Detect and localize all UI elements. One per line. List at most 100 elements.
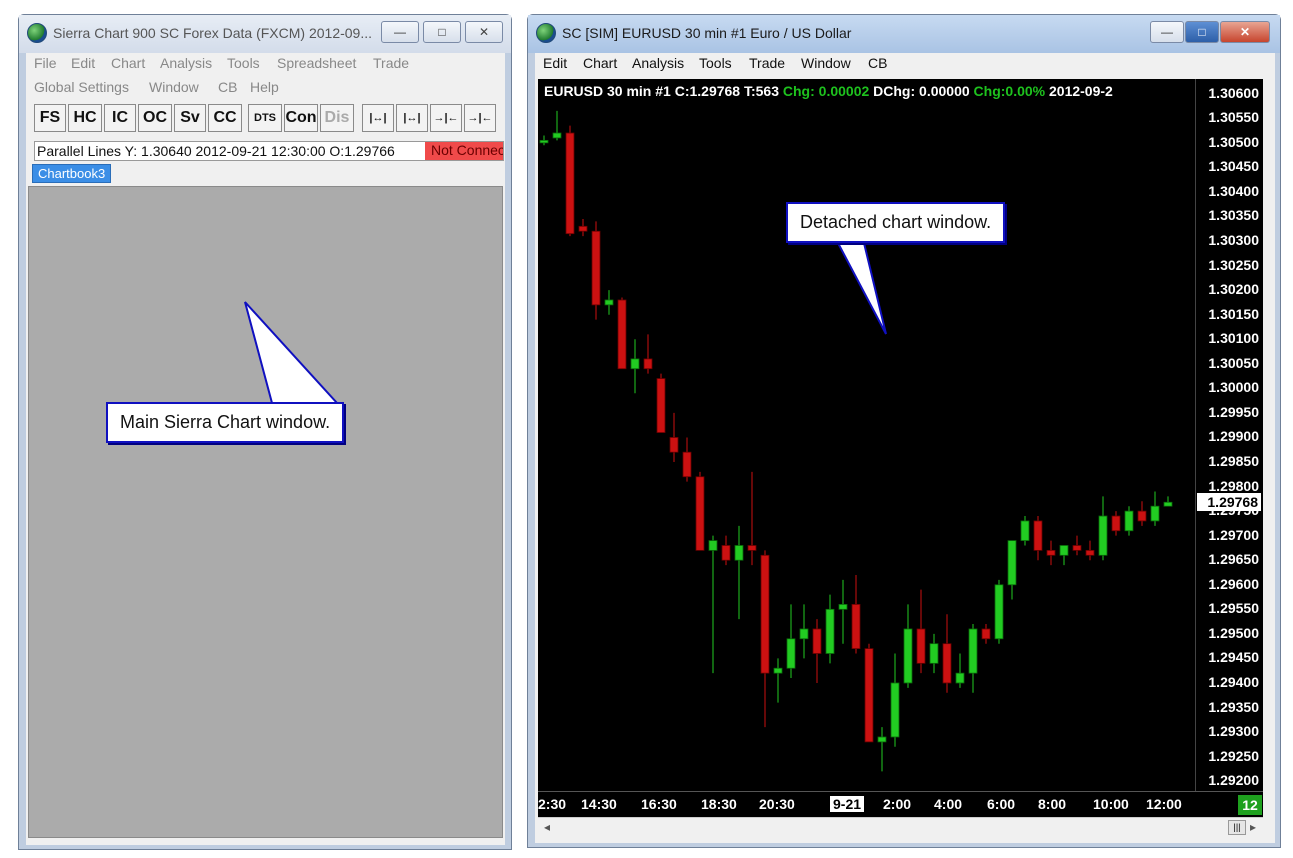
menu-cb[interactable]: CB xyxy=(218,79,238,95)
candle xyxy=(968,624,978,693)
candle xyxy=(604,290,614,315)
toolbar-hc-button[interactable]: HC xyxy=(68,104,102,132)
chart-menu-edit[interactable]: Edit xyxy=(543,55,568,71)
main-titlebar[interactable]: Sierra Chart 900 SC Forex Data (FXCM) 20… xyxy=(19,15,511,53)
candle xyxy=(1033,516,1043,561)
toolbar-spacing-4-button[interactable]: →|← xyxy=(464,104,496,132)
chart-menu-tools[interactable]: Tools xyxy=(699,55,732,71)
app-globe-icon xyxy=(27,23,47,43)
price-tick-label: 1.29400 xyxy=(1208,673,1259,690)
toolbar-dis-button[interactable]: Dis xyxy=(320,104,354,132)
price-scale[interactable]: 1.30600 1.30550 1.30500 1.30450 1.30400 1.303… xyxy=(1195,79,1263,791)
candle xyxy=(1072,535,1082,556)
price-tick-label: 1.30350 xyxy=(1208,207,1259,224)
price-tick-label: 1.29650 xyxy=(1208,551,1259,568)
candle xyxy=(851,574,861,654)
chart-maximize-button[interactable]: □ xyxy=(1185,21,1219,43)
price-tick-label: 1.29700 xyxy=(1208,526,1259,543)
toolbar-cc-button[interactable]: CC xyxy=(208,104,242,132)
toolbar-sv-button[interactable]: Sv xyxy=(174,104,206,132)
price-tick-label: 1.29950 xyxy=(1208,403,1259,420)
toolbar-oc-button[interactable]: OC xyxy=(138,104,172,132)
time-scale[interactable]: 2:30 14:30 16:30 18:30 20:30 9-21 2:00 4:00 6:00… xyxy=(538,791,1263,817)
menu-global-settings[interactable]: Global Settings xyxy=(34,79,129,95)
price-tick-label: 1.30450 xyxy=(1208,158,1259,175)
menu-file[interactable]: File xyxy=(34,55,57,71)
minimize-button[interactable]: — xyxy=(381,21,419,43)
candle xyxy=(565,125,575,237)
candle xyxy=(1098,496,1108,561)
toolbar-dts-button[interactable]: DTS xyxy=(248,104,282,132)
chart-menu-analysis[interactable]: Analysis xyxy=(632,55,685,71)
candle xyxy=(708,535,718,674)
toolbar-ic-button[interactable]: IC xyxy=(104,104,136,132)
chart-menu-chart[interactable]: Chart xyxy=(583,55,618,71)
menu-edit[interactable]: Edit xyxy=(71,55,96,71)
chart-header-dchg: DChg: 0.00000 xyxy=(869,83,974,99)
candle xyxy=(812,619,822,683)
price-tick-label: 1.29450 xyxy=(1208,649,1259,666)
time-tick-label: 8:00 xyxy=(1038,796,1067,812)
menu-spreadsheet[interactable]: Spreadsheet xyxy=(277,55,357,71)
price-tick-label: 1.29350 xyxy=(1208,698,1259,715)
tab-chartbook3[interactable]: Chartbook3 xyxy=(32,164,112,183)
candle xyxy=(877,727,887,772)
price-tick-label: 1.29500 xyxy=(1208,624,1259,641)
bar-countdown-badge: 12 xyxy=(1238,795,1262,815)
candle xyxy=(1111,511,1121,536)
candle xyxy=(1046,540,1056,566)
chart-menu-cb[interactable]: CB xyxy=(868,55,888,71)
candle xyxy=(1020,516,1030,546)
chart-menu-trade[interactable]: Trade xyxy=(749,55,786,71)
toolbar-spacing-1-button[interactable]: |↔| xyxy=(362,104,394,132)
mdi-workspace xyxy=(28,186,503,838)
price-tick-label: 1.30150 xyxy=(1208,305,1259,322)
candle xyxy=(630,339,640,394)
horizontal-scrollbar[interactable]: ◂ ||| ▸ xyxy=(538,817,1263,837)
time-tick-label: 9-21 xyxy=(830,796,865,812)
scroll-left-arrow-icon[interactable]: ◂ xyxy=(544,820,551,834)
candle xyxy=(890,653,900,747)
toolbar-spacing-3-button[interactable]: →|← xyxy=(430,104,462,132)
main-toolbar: FS HC IC OC Sv CC DTS Con Dis |↔| |↔| →|… xyxy=(34,104,504,134)
toolbar-con-button[interactable]: Con xyxy=(284,104,318,132)
main-window-title: Sierra Chart 900 SC Forex Data (FXCM) 20… xyxy=(53,25,373,41)
chart-minimize-button[interactable]: — xyxy=(1150,21,1184,43)
chart-header-main: EURUSD 30 min #1 C:1.29768 T:563 xyxy=(544,83,783,99)
candle xyxy=(955,653,965,688)
price-tick-label: 1.30400 xyxy=(1208,182,1259,199)
time-tick-label: 16:30 xyxy=(641,796,677,812)
status-text: Parallel Lines Y: 1.30640 2012-09-21 12:… xyxy=(37,143,395,159)
chart-globe-icon xyxy=(536,23,556,43)
chart-header-chg: Chg: 0.00002 xyxy=(782,83,870,99)
menu-help[interactable]: Help xyxy=(250,79,279,95)
scroll-right-arrow-icon[interactable]: ▸ xyxy=(1250,820,1257,834)
menu-analysis[interactable]: Analysis xyxy=(160,55,213,71)
price-tick-label: 1.29900 xyxy=(1208,428,1259,445)
maximize-button[interactable]: □ xyxy=(423,21,461,43)
connection-status-badge: Not Connected xyxy=(425,142,503,160)
price-tick-label: 1.29850 xyxy=(1208,453,1259,469)
scroll-thumb[interactable]: ||| xyxy=(1228,820,1246,835)
menu-trade[interactable]: Trade xyxy=(373,55,410,71)
chart-menubar: Edit Chart Analysis Tools Trade Window C… xyxy=(535,55,1275,77)
time-tick-label: 2:30 xyxy=(538,796,567,812)
candle xyxy=(578,218,588,237)
toolbar-spacing-2-button[interactable]: |↔| xyxy=(396,104,428,132)
price-tick-label: 1.29300 xyxy=(1208,723,1259,740)
chart-plot-area[interactable]: EURUSD 30 min #1 C:1.29768 T:563 Chg: 0.… xyxy=(538,79,1195,791)
price-tick-label: 1.30050 xyxy=(1208,354,1259,371)
toolbar-fs-button[interactable]: FS xyxy=(34,104,66,132)
menu-chart[interactable]: Chart xyxy=(111,55,146,71)
menu-window[interactable]: Window xyxy=(149,79,199,95)
close-button[interactable]: ✕ xyxy=(465,21,503,43)
candle xyxy=(1124,506,1134,536)
chart-menu-window[interactable]: Window xyxy=(801,55,851,71)
chart-client: Edit Chart Analysis Tools Trade Window C… xyxy=(535,53,1275,843)
candle xyxy=(1059,545,1069,566)
chart-titlebar[interactable]: SC [SIM] EURUSD 30 min #1 Euro / US Doll… xyxy=(528,15,1280,53)
candle xyxy=(864,643,874,743)
menu-tools[interactable]: Tools xyxy=(227,55,260,71)
main-menubar-row2: Global Settings Window CB Help xyxy=(26,79,505,101)
chart-close-button[interactable]: ✕ xyxy=(1220,21,1270,43)
